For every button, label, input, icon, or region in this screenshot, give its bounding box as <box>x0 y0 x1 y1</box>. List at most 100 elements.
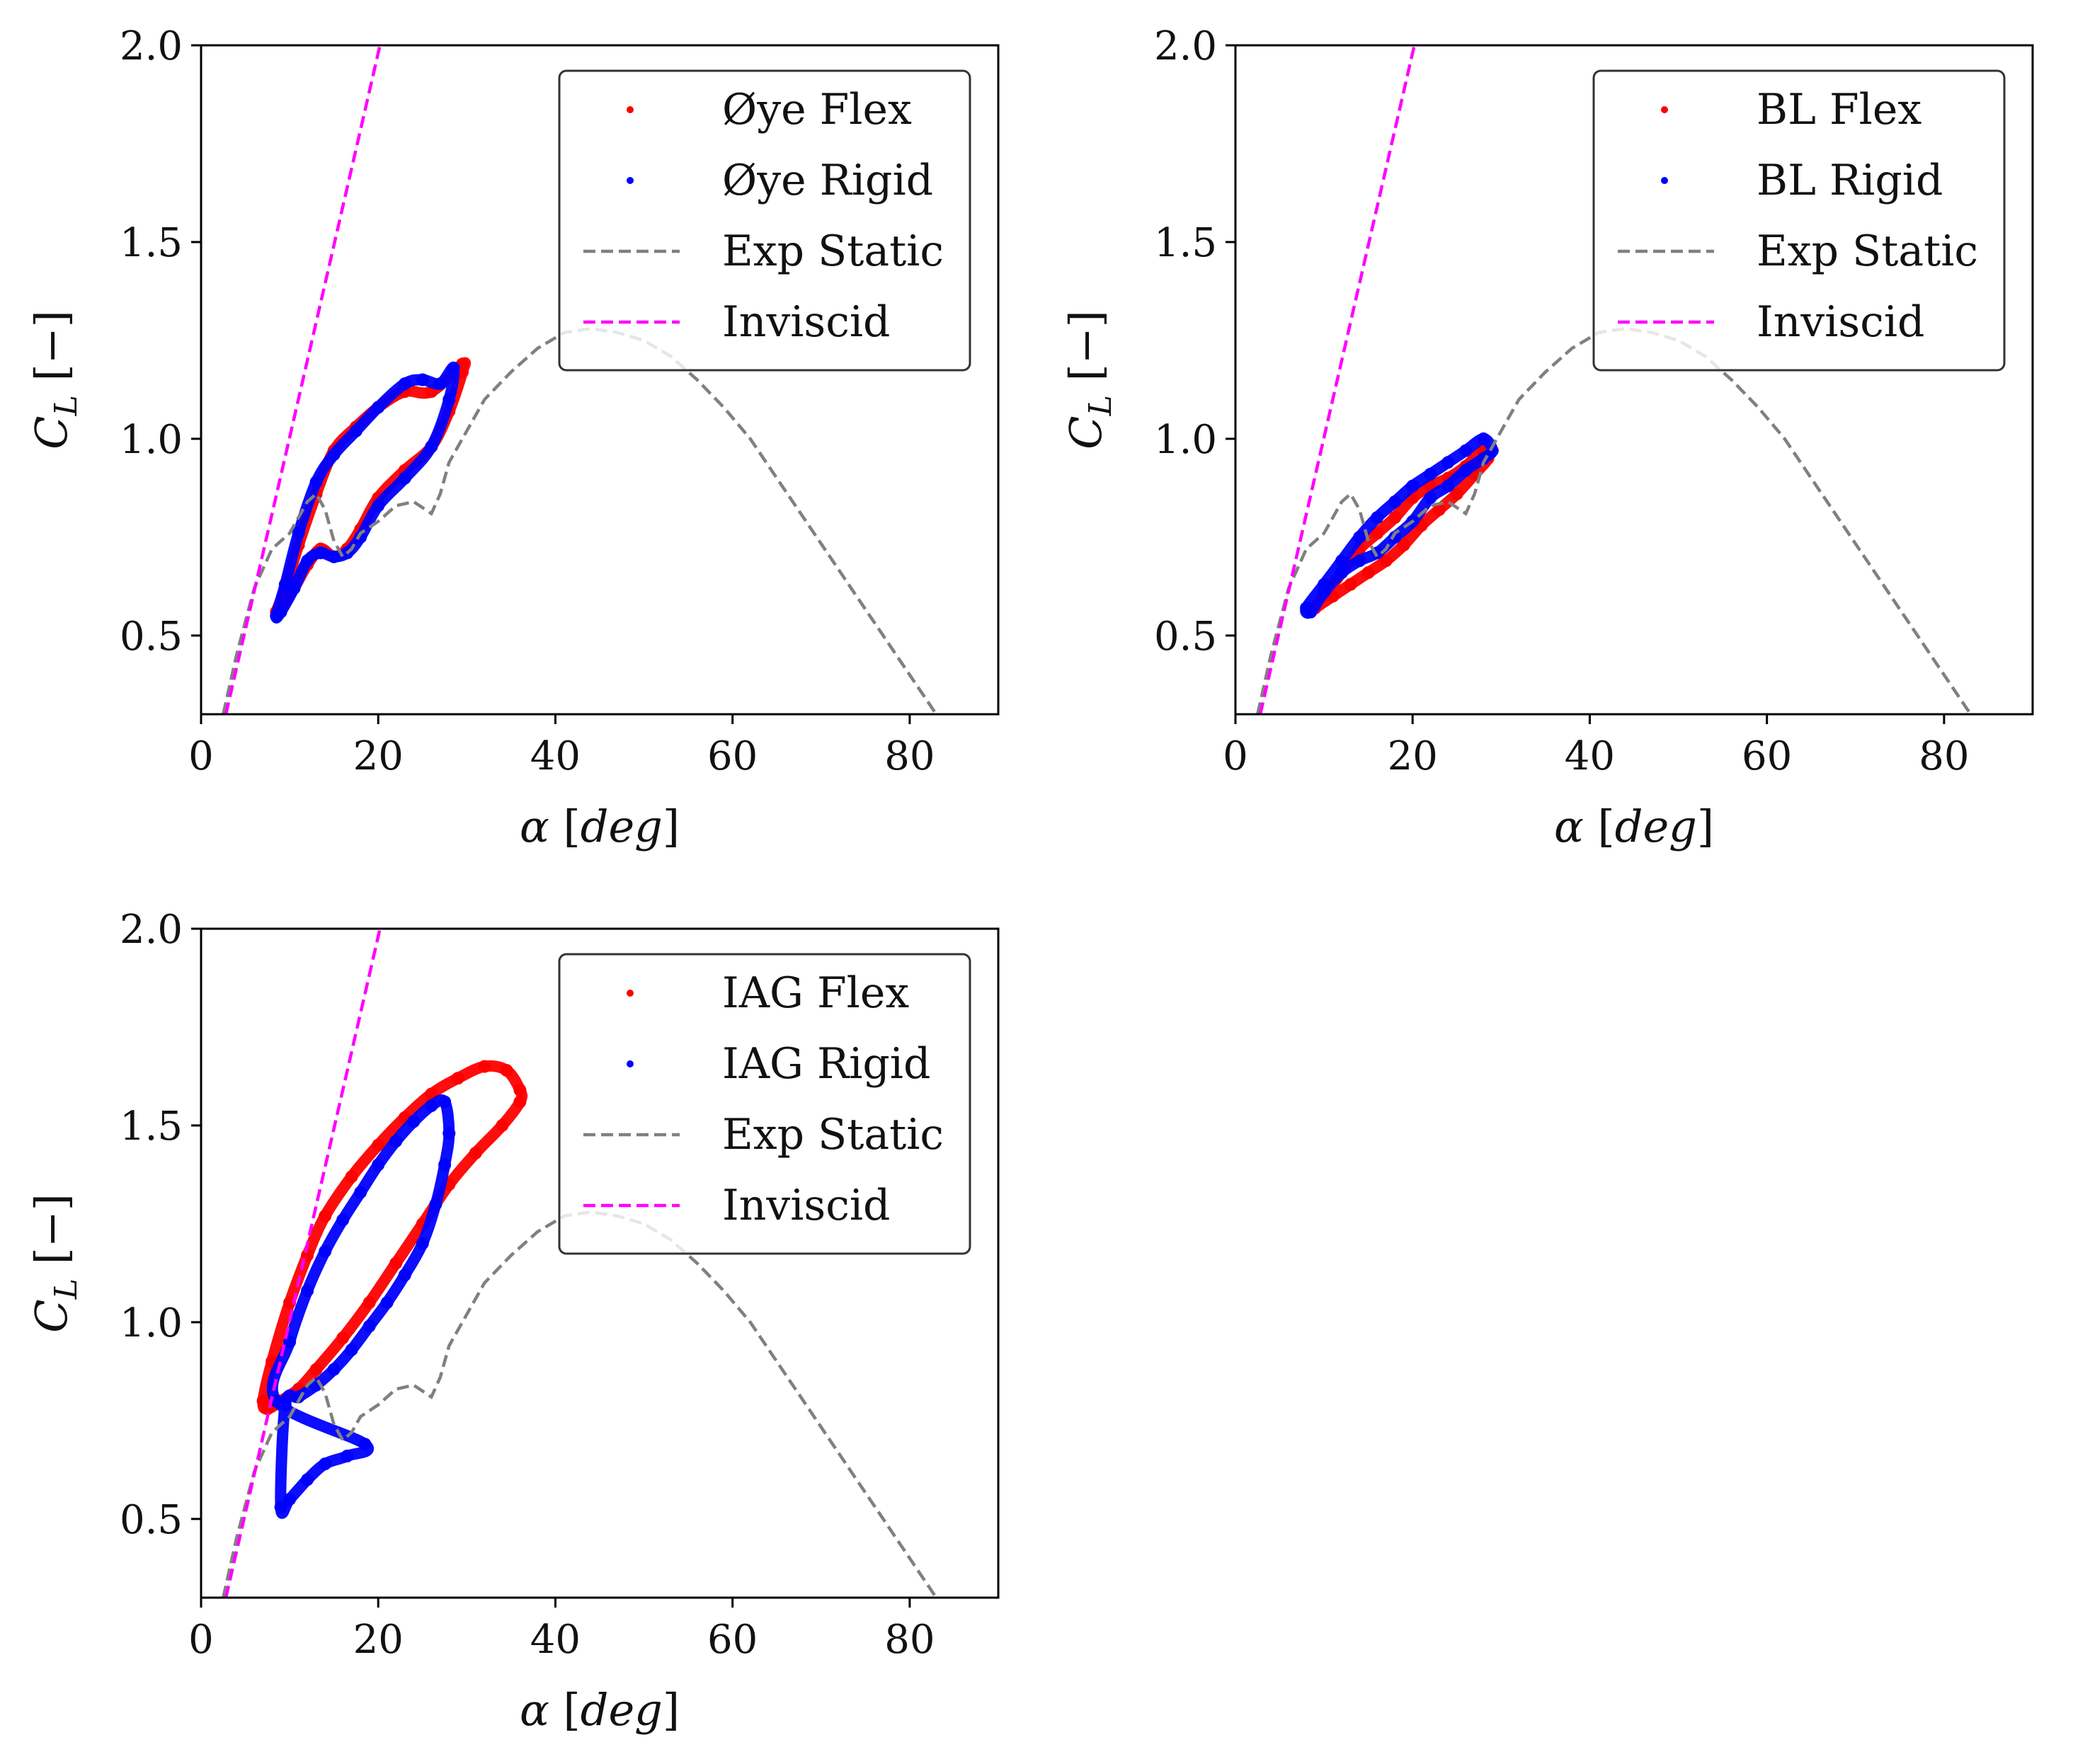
series-iag-flex <box>256 1060 528 1416</box>
x-tick-label: 20 <box>1388 733 1438 779</box>
data-point <box>398 1268 411 1282</box>
data-point <box>1379 554 1393 568</box>
series-bl-rigid <box>1300 432 1499 619</box>
y-tick-label: 1.5 <box>120 220 183 266</box>
series-exp-static-line <box>222 326 938 714</box>
plot-area <box>222 929 938 1598</box>
data-point <box>274 605 287 619</box>
axes-frame <box>1234 44 2034 716</box>
series-inviscid-line <box>1258 45 1416 714</box>
data-point <box>1335 566 1349 579</box>
legend-frame <box>558 953 971 1255</box>
legend-marker-iag-rigid <box>627 1060 634 1067</box>
data-point <box>372 1158 385 1172</box>
legend-label-inviscid: Inviscid <box>1757 297 1924 347</box>
data-point <box>380 1296 394 1310</box>
legend-marker-ye-rigid <box>627 177 634 184</box>
data-point <box>349 424 362 437</box>
data-point <box>372 499 385 512</box>
chart-panel-top-left: 0 20 40 60 80 0.5 1.0 1.5 2.0 α [deg] CL [−] Øye Fl… <box>25 23 1000 852</box>
data-point <box>389 1256 403 1270</box>
legend-label-iag-flex: IAG Flex <box>722 968 909 1018</box>
data-point <box>1318 585 1331 599</box>
series-ye-rigid <box>270 361 460 624</box>
data-point <box>358 1438 372 1451</box>
series-iag-rigid <box>266 1094 456 1519</box>
data-point <box>278 1398 292 1411</box>
data-point <box>513 1095 527 1109</box>
data-point <box>319 1209 332 1222</box>
legend-label-inviscid: Inviscid <box>722 297 890 347</box>
legend-label-inviscid: Inviscid <box>722 1181 890 1230</box>
legend-label-bl-flex: BL Flex <box>1757 85 1921 134</box>
series-iag-flex-trace <box>257 1060 528 1415</box>
plot-area <box>1256 45 1972 714</box>
axes-frame <box>200 44 1000 716</box>
series-ye-rigid-trace <box>270 362 460 624</box>
y-axis-label: CL [−] <box>25 310 84 449</box>
legend-label-ye-rigid: Øye Rigid <box>722 156 933 205</box>
data-point <box>301 1473 314 1487</box>
x-tick-label: 0 <box>188 1617 214 1663</box>
data-point <box>287 582 301 595</box>
data-point <box>301 1284 314 1298</box>
legend-label-exp-static: Exp Static <box>722 227 944 276</box>
plot-area <box>222 45 938 714</box>
data-point <box>283 1493 297 1506</box>
y-tick-label: 2.0 <box>120 907 183 953</box>
data-point <box>398 471 411 485</box>
data-point <box>1424 467 1437 481</box>
y-tick-label: 1.0 <box>120 1300 183 1346</box>
axes-frame <box>200 927 1000 1599</box>
x-tick-label: 80 <box>884 733 935 779</box>
data-point <box>407 1115 421 1128</box>
data-point <box>327 448 341 462</box>
data-point <box>442 393 456 406</box>
data-point <box>1432 503 1446 516</box>
legend-label-exp-static: Exp Static <box>1757 227 1978 276</box>
data-point <box>372 401 385 414</box>
legend-frame <box>1592 69 2006 372</box>
data-point <box>425 1099 438 1113</box>
data-point <box>309 476 323 488</box>
y-tick-label: 0.5 <box>120 1497 183 1543</box>
data-point <box>442 1127 456 1140</box>
y-tick-label: 0.5 <box>1154 614 1217 660</box>
data-point <box>1304 605 1318 619</box>
data-point <box>341 1449 354 1462</box>
legend-marker-ye-flex <box>627 106 634 113</box>
data-point <box>496 1118 509 1132</box>
legend: IAG Flex IAG Rigid Exp Static Inviscid <box>558 953 971 1255</box>
legend-frame <box>558 69 971 372</box>
data-point <box>1388 530 1402 544</box>
data-point <box>345 1170 358 1184</box>
data-point <box>327 1363 341 1376</box>
data-point <box>336 1331 350 1345</box>
data-point <box>1450 487 1463 500</box>
data-point <box>451 1072 464 1085</box>
data-point <box>447 361 460 374</box>
data-point <box>319 1457 332 1470</box>
data-point <box>1424 491 1437 505</box>
data-point <box>1441 479 1455 493</box>
x-tick-label: 20 <box>353 1617 404 1663</box>
chart-panel-top-right: 0 20 40 60 80 0.5 1.0 1.5 2.0 α [deg] CL [−] BL Fle… <box>1060 23 2034 852</box>
y-tick-label: 0.5 <box>120 614 183 660</box>
data-point <box>354 530 367 544</box>
series-exp-static-line <box>1256 326 1972 714</box>
legend-label-exp-static: Exp Static <box>722 1110 944 1159</box>
x-tick-label: 40 <box>530 733 581 779</box>
y-tick-label: 1.0 <box>120 417 183 463</box>
data-point <box>1477 432 1490 445</box>
data-point <box>438 1095 452 1109</box>
series-inviscid-line <box>224 45 382 714</box>
x-tick-label: 40 <box>1565 733 1615 779</box>
x-tick-label: 0 <box>188 733 214 779</box>
x-tick-label: 60 <box>707 1617 758 1663</box>
x-tick-label: 0 <box>1223 733 1248 779</box>
y-tick-label: 1.5 <box>1154 220 1217 266</box>
x-axis-label: α [deg] <box>1554 801 1714 852</box>
x-axis-label: α [deg] <box>520 1684 680 1736</box>
x-tick-label: 40 <box>530 1617 581 1663</box>
data-point <box>319 1244 332 1258</box>
